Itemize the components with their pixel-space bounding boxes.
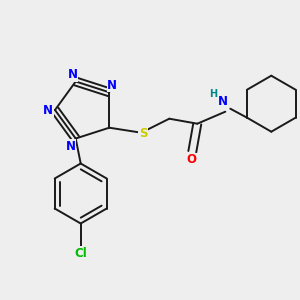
Text: N: N bbox=[43, 103, 53, 116]
Text: N: N bbox=[66, 140, 76, 153]
Text: N: N bbox=[218, 95, 228, 108]
Text: Cl: Cl bbox=[74, 247, 87, 260]
Text: S: S bbox=[139, 127, 148, 140]
Text: O: O bbox=[186, 153, 196, 166]
Text: H: H bbox=[209, 89, 218, 99]
Text: N: N bbox=[107, 79, 117, 92]
Text: N: N bbox=[68, 68, 78, 81]
